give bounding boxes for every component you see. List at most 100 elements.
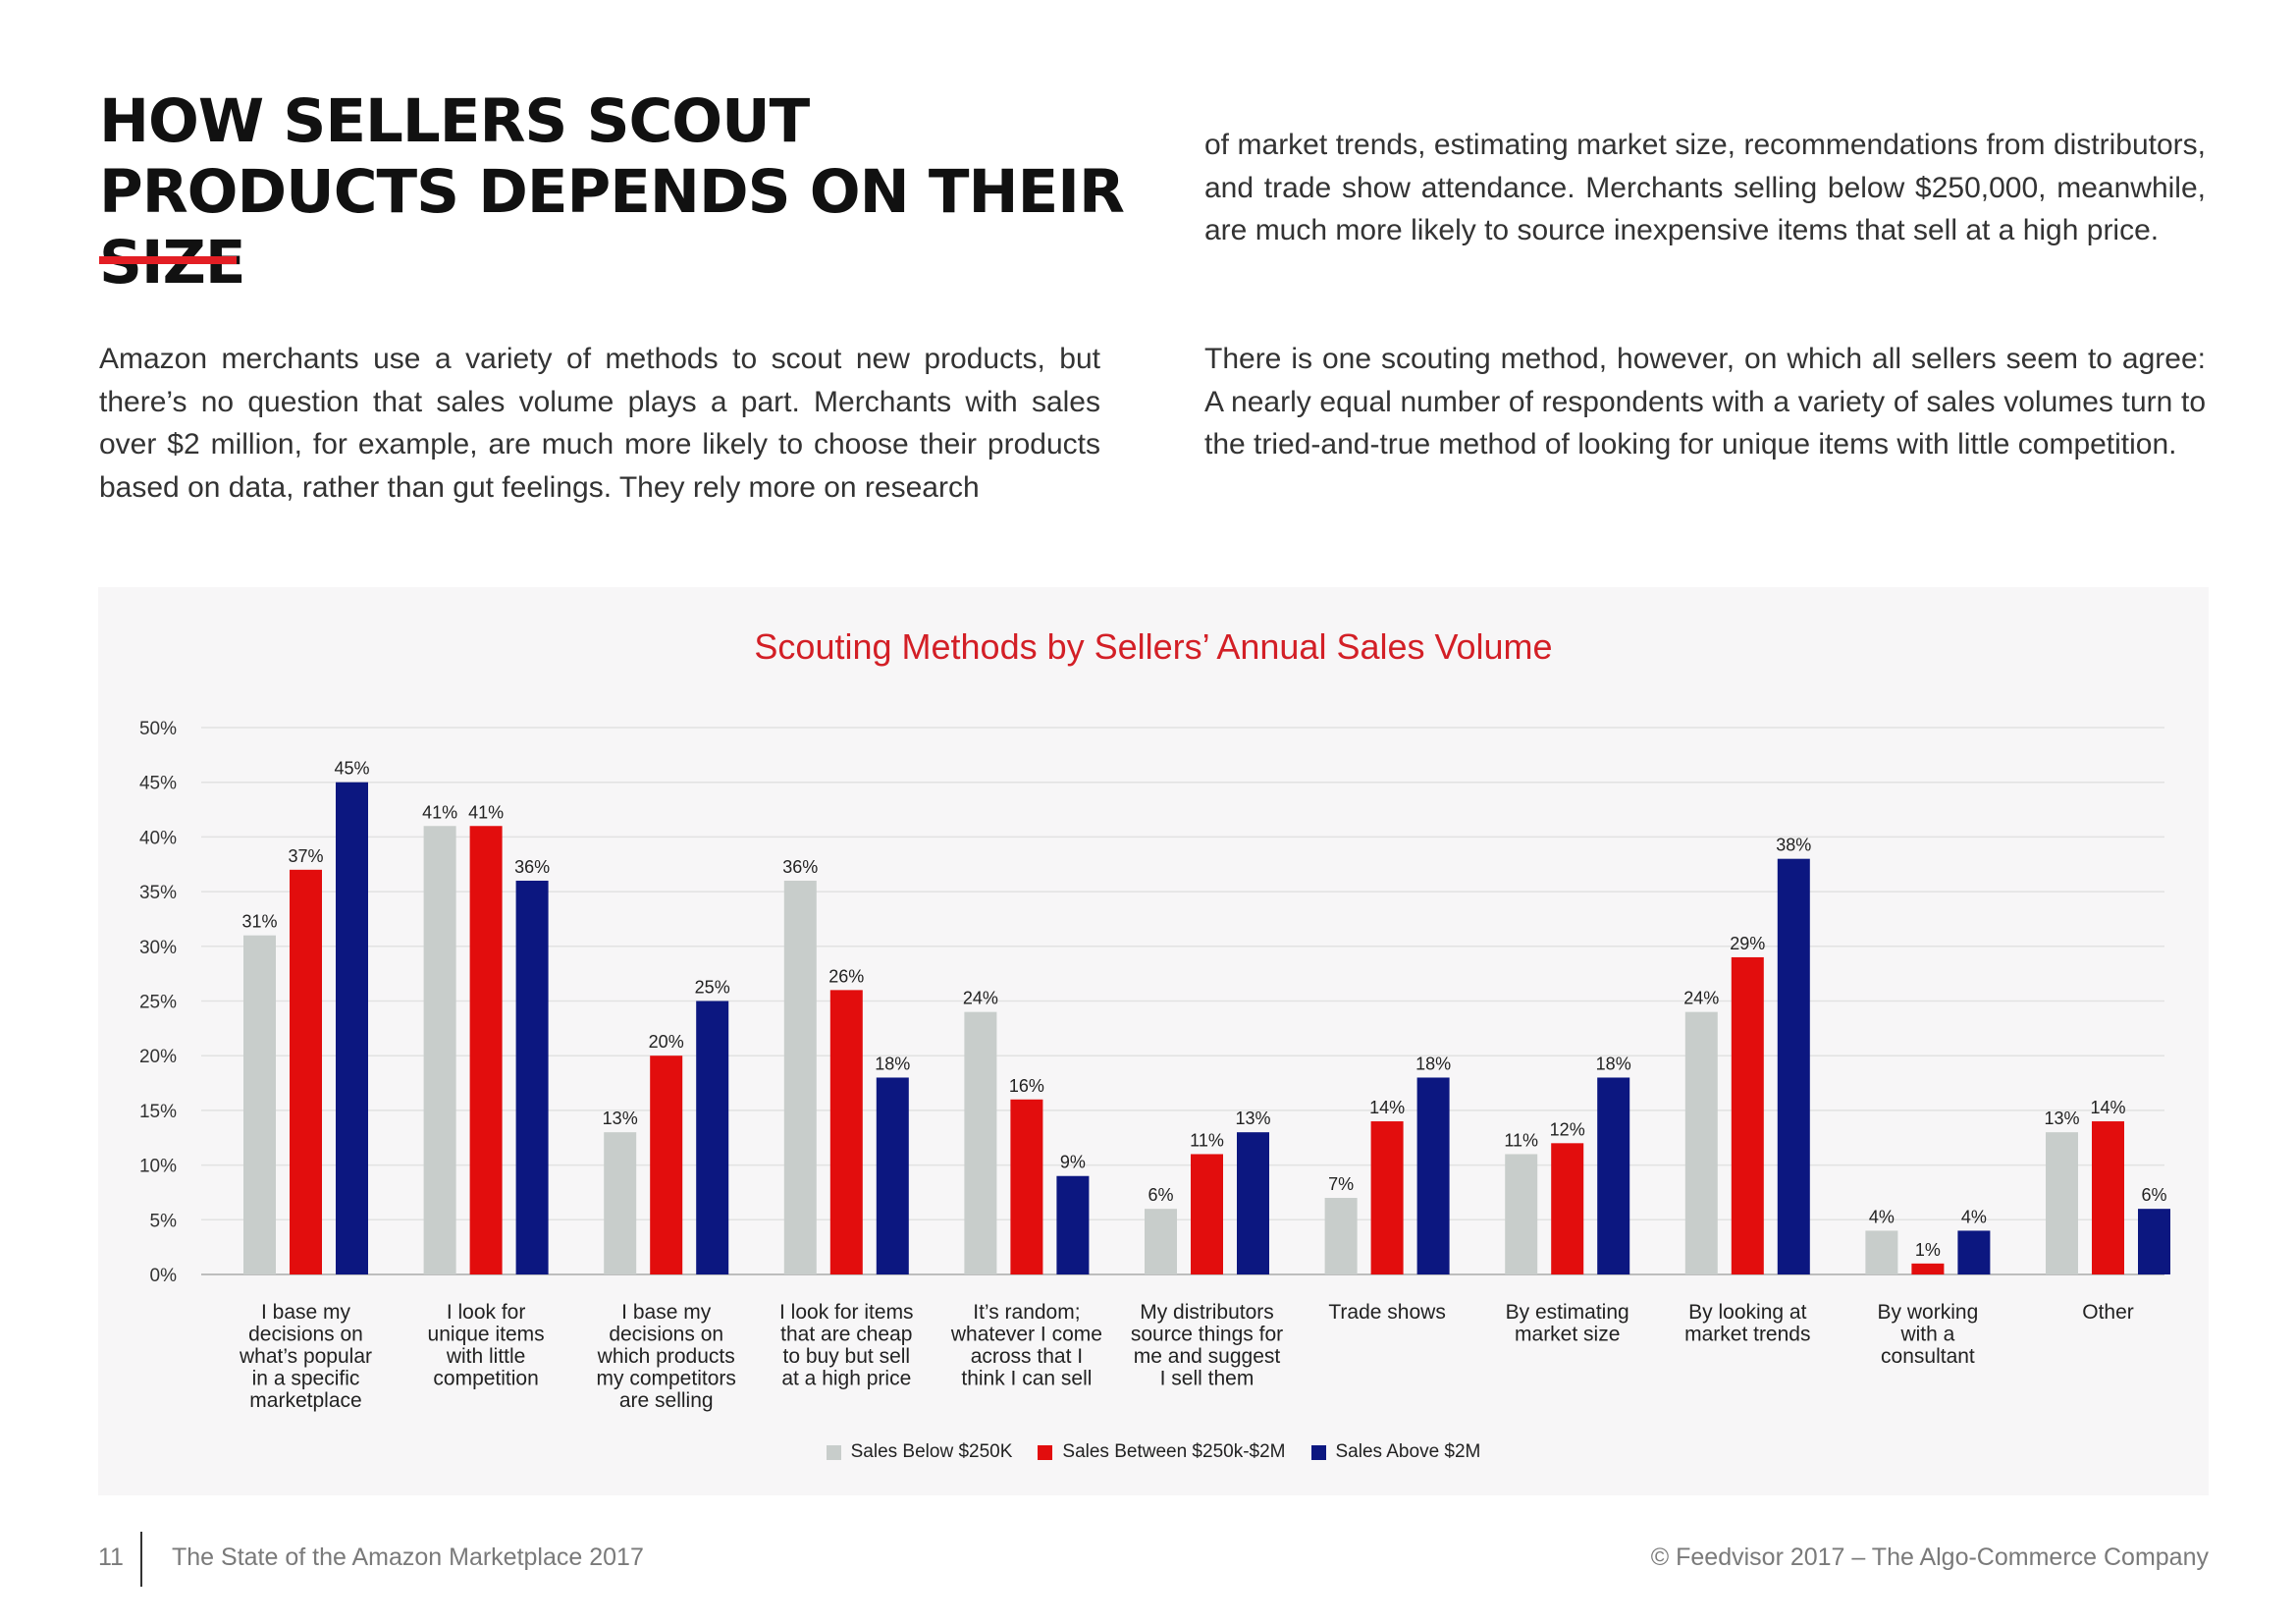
data-label: 4% [1961,1207,1987,1226]
data-label: 6% [1148,1185,1173,1205]
category-label-line: I base my [621,1301,712,1324]
category-label-line: competition [433,1368,538,1390]
bar [1237,1132,1269,1274]
bar [1370,1121,1404,1274]
chart-title: Scouting Methods by Sellers’ Annual Sale… [754,626,1553,667]
data-label: 1% [1915,1240,1941,1260]
y-tick-label: 5% [150,1211,178,1231]
category-label-line: My distributors [1140,1301,1274,1324]
category-label-line: unique items [428,1324,545,1346]
category-label-line: to buy but sell [783,1345,911,1368]
data-label: 41% [422,802,457,822]
category-label: My distributors source things for me and s… [1131,1301,1283,1390]
category-label-line: market trends [1684,1324,1810,1346]
y-tick-label: 20% [139,1047,177,1067]
y-tick-label: 15% [139,1102,177,1122]
bar-chart: 0% 5% 10% 15% 20% 25% 30% 35% 40% 45% 50% 31% 37% 45%… [139,719,2170,1412]
category-label-line: Other [2082,1301,2134,1324]
data-label: 31% [241,912,277,932]
title-underline [99,256,237,264]
category-label-line: Trade shows [1328,1301,1445,1324]
bar [1324,1198,1358,1274]
bar [1505,1154,1538,1274]
category-label-line: that are cheap [780,1324,912,1346]
bar [2046,1132,2078,1274]
data-label: 18% [1596,1054,1631,1073]
bar [1145,1209,1177,1274]
bar [1010,1099,1043,1274]
bar [1777,858,1810,1274]
category-label: It’s random; whatever I come across that I… [950,1301,1102,1390]
data-label: 20% [649,1032,684,1052]
bar [650,1056,683,1274]
intro-paragraph: Amazon merchants use a variety of method… [99,343,1100,504]
bar [2138,1209,2170,1274]
category-label: I base my decisions on what’s popular in a … [239,1301,372,1412]
category-label-line: with a [1899,1324,1954,1346]
bar [423,826,456,1274]
bar [1416,1077,1450,1274]
category-label-line: consultant [1881,1345,1975,1368]
category-label-line: at a high price [781,1368,911,1390]
data-label: 7% [1328,1174,1354,1194]
data-label: 14% [2090,1098,2125,1117]
bar [336,782,368,1274]
bar [2092,1121,2124,1274]
agreement-paragraph: There is one scouting method, however, o… [1204,343,2206,460]
chart-panel: Scouting Methods by Sellers’ Annual Sale… [98,587,2209,1495]
data-label: 38% [1776,836,1811,855]
category-label-line: in a specific [252,1368,360,1390]
bar [876,1077,909,1274]
y-tick-label: 35% [139,883,177,903]
category-label-line: think I can sell [961,1368,1092,1390]
category-label-line: what’s popular [239,1345,372,1368]
y-tick-label: 45% [139,774,177,794]
data-label: 45% [334,759,369,779]
chart-legend: Sales Below $250K Sales Between $250k-$2M… [98,1441,2209,1463]
legend-swatch [826,1444,841,1460]
legend-swatch [1038,1444,1053,1460]
bar [696,1001,729,1274]
category-label: I look for items that are cheap to buy but… [779,1301,914,1390]
bar [1191,1154,1223,1274]
data-label: 12% [1550,1119,1585,1139]
y-tick-label: 30% [139,938,177,958]
data-label: 24% [1683,989,1719,1008]
data-label: 4% [1869,1207,1895,1226]
legend-item: Sales Below $250K [826,1441,1012,1463]
y-tick-label: 10% [139,1157,177,1177]
category-label-line: across that I [971,1345,1083,1368]
category-label-line: are selling [619,1389,714,1412]
category-label-line: source things for [1131,1324,1283,1346]
category-label-line: I sell them [1160,1368,1255,1390]
category-label-line: By looking at [1688,1301,1806,1324]
bar [1731,956,1764,1274]
bar [1957,1230,1991,1274]
bar [1684,1011,1718,1274]
legend-swatch [1310,1444,1326,1460]
footer-publication: The State of the Amazon Marketplace 2017 [172,1543,644,1571]
data-label: 18% [1415,1054,1451,1073]
data-label: 29% [1730,934,1765,953]
data-label: 36% [782,857,818,877]
bar [1551,1143,1584,1274]
category-label: By looking at market trends [1684,1301,1810,1346]
data-label: 26% [828,966,864,986]
data-label: 6% [2141,1185,2166,1205]
bar [515,880,549,1274]
bar [829,990,863,1274]
category-label: I look for unique items with little competi… [428,1301,545,1390]
category-label: By working with a consultant [1878,1301,1979,1368]
category-label-line: whatever I come [950,1324,1102,1346]
category-label-line: By estimating [1506,1301,1629,1324]
bar [604,1132,637,1274]
y-tick-label: 50% [139,719,177,739]
bar [290,869,322,1274]
continued-paragraph: of market trends, estimating market size… [1204,129,2206,246]
data-label: 9% [1060,1153,1086,1172]
data-label: 18% [875,1054,910,1073]
footer-divider [140,1532,142,1587]
y-tick-label: 40% [139,828,177,848]
category-label-line: market size [1515,1324,1620,1346]
data-label: 41% [468,802,504,822]
